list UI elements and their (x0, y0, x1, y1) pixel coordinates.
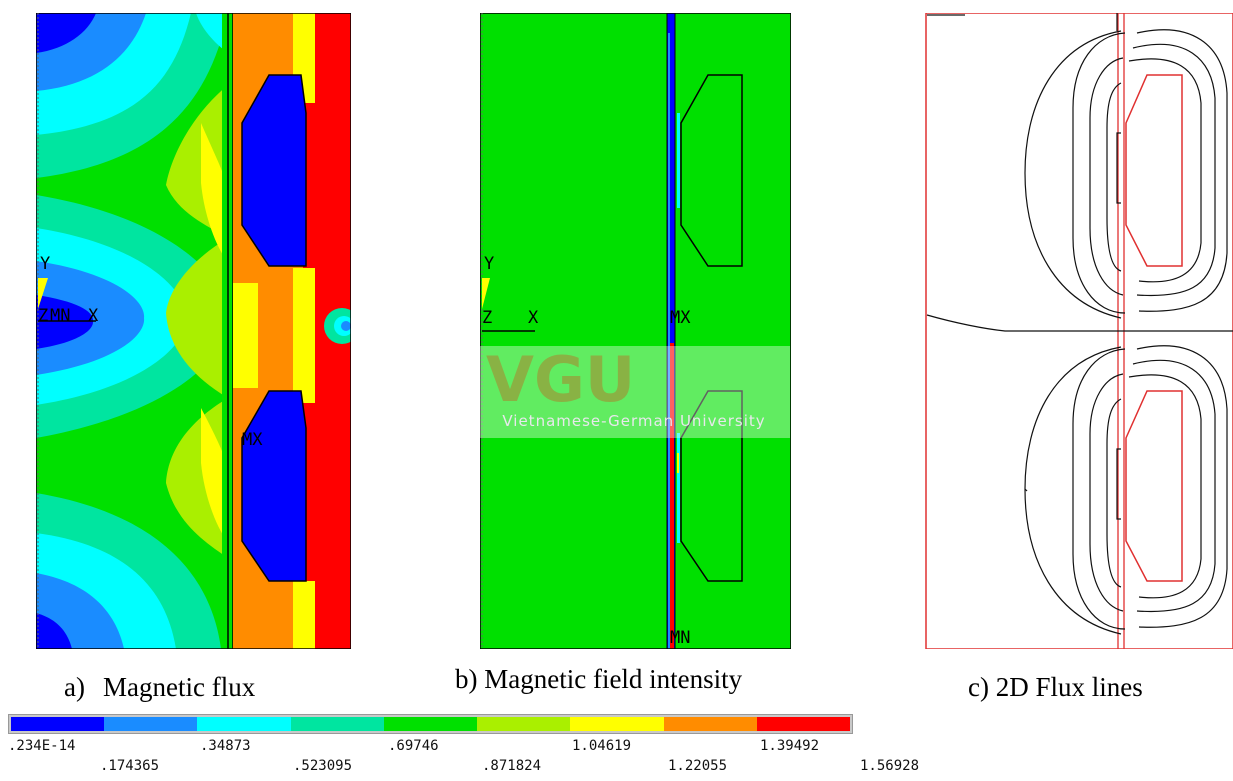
legend-swatch (11, 717, 105, 731)
legend-tick: 1.39492 (760, 738, 820, 754)
caption-prefix: a) (64, 672, 85, 702)
watermark-subtitle: Vietnamese-German University (502, 412, 766, 430)
max-marker-label: MX (670, 308, 691, 328)
max-marker-label: MX (242, 430, 263, 450)
legend-tick: .69746 (388, 738, 439, 754)
legend-tick: .174365 (100, 758, 160, 774)
legend-swatch (756, 717, 850, 731)
axis-y-label: Y (484, 254, 494, 274)
legend-swatch (104, 717, 198, 731)
caption-magnetic-field-intensity: b) Magnetic field intensity (455, 664, 743, 694)
axis-z-label: Z (38, 306, 48, 326)
caption-magnetic-flux: a) Magnetic flux (64, 672, 255, 703)
legend-tick: .523095 (293, 758, 353, 774)
axis-x-label: X (88, 306, 99, 326)
origin-marker (482, 278, 490, 309)
legend-swatch (383, 717, 478, 731)
vgu-watermark: VGU Vietnamese-German University (478, 343, 790, 438)
min-marker-label: MN (670, 628, 690, 648)
legend-swatch (663, 717, 757, 731)
legend-tick: 1.04619 (572, 738, 632, 754)
panel-2d-flux-lines (925, 13, 1233, 649)
vgu-logo: VGU (486, 343, 635, 416)
axis-x-label: X (528, 308, 539, 328)
legend-tick: 1.22055 (668, 758, 728, 774)
caption-text: Magnetic flux (102, 672, 256, 702)
flux-lines-plot (925, 13, 1233, 649)
legend-swatch (197, 717, 291, 731)
magnetic-flux-contour-plot: Y Z MN X MX (36, 13, 351, 649)
legend-swatch (477, 717, 571, 731)
panel-magnetic-flux: Y Z MN X MX (36, 13, 351, 649)
color-legend-bar (8, 714, 853, 734)
legend-tick: 1.56928 (860, 758, 920, 774)
origin-marker (38, 278, 48, 309)
legend-tick: .871824 (482, 758, 542, 774)
caption-2d-flux-lines: c) 2D Flux lines (968, 672, 1143, 702)
panel-magnetic-field-intensity: Y Z X MX MN (480, 13, 791, 649)
axis-z-label: Z (482, 308, 492, 328)
legend-swatch (570, 717, 664, 731)
magnetic-field-intensity-plot: Y Z X MX MN (480, 13, 791, 649)
min-marker-label: MN (50, 306, 70, 326)
legend-swatch (290, 717, 384, 731)
legend-tick: .34873 (200, 738, 251, 754)
vgu-logo-text: VGU (486, 346, 635, 412)
legend-tick: .234E-14 (8, 738, 76, 754)
axis-y-label: Y (40, 254, 50, 274)
